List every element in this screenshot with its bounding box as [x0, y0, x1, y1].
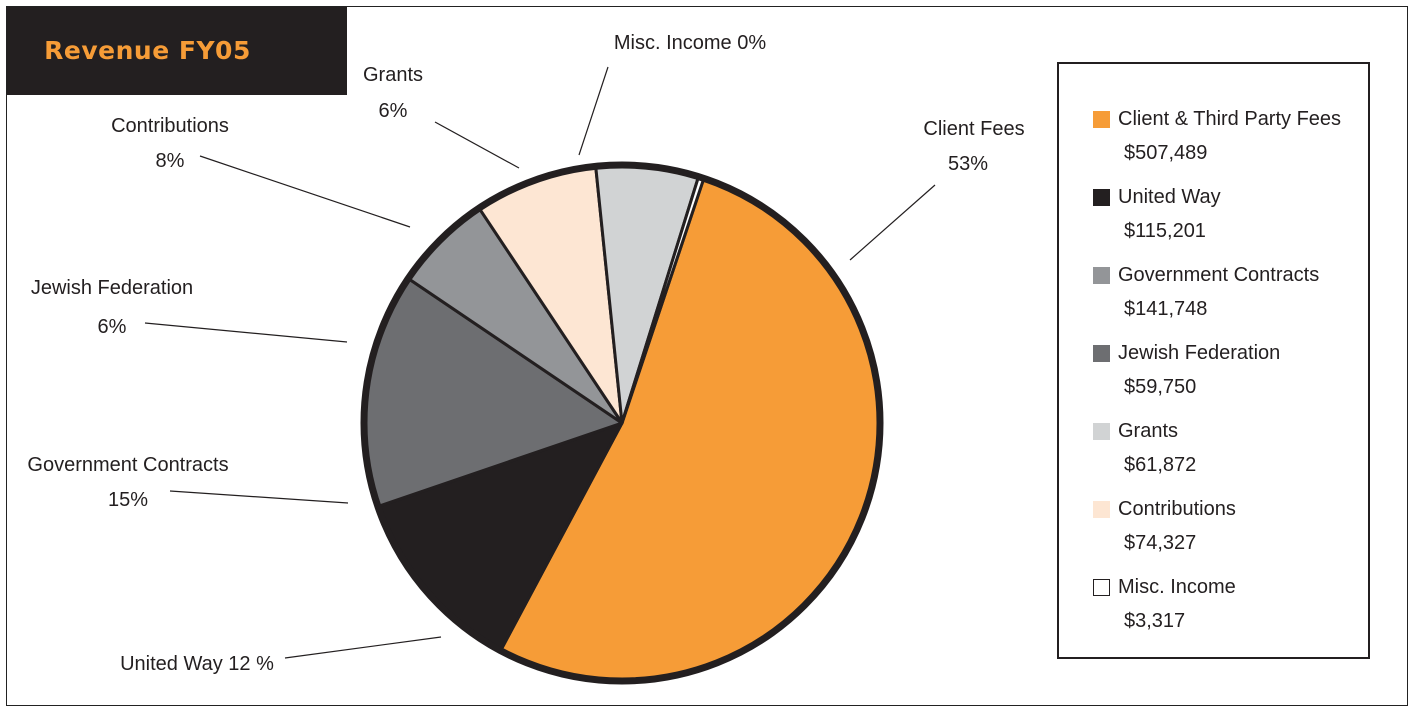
legend-value: $3,317 [1124, 610, 1186, 632]
legend-label: United Way [1118, 186, 1221, 208]
legend-label: Jewish Federation [1118, 342, 1281, 364]
legend-swatch [1093, 501, 1110, 518]
slice-label-percent: 6% [98, 316, 127, 338]
leader-lines [144, 66, 936, 659]
leader-line [578, 66, 609, 156]
slice-labels: Client Fees 53% United Way 12 % Government … [27, 32, 1024, 675]
legend-label: Client & Third Party Fees [1118, 108, 1342, 130]
legend-label: Government Contracts [1118, 264, 1320, 286]
leader-line [199, 155, 411, 228]
chart-title: Revenue FY05 [44, 36, 251, 65]
legend-swatch [1093, 579, 1110, 596]
legend: Client & Third Party Fees $507,489 Unite… [1057, 62, 1370, 659]
legend-swatch [1093, 423, 1110, 440]
legend-label: Misc. Income [1118, 576, 1236, 598]
legend-value: $59,750 [1124, 376, 1197, 398]
slice-label-name: Misc. Income 0% [614, 32, 766, 54]
slice-label-name: Contributions [111, 115, 229, 137]
pie-slices [360, 161, 884, 685]
leader-line [434, 121, 520, 169]
slice-label-percent: 53% [948, 153, 988, 175]
leader-line [169, 490, 349, 504]
legend-swatch [1093, 111, 1110, 128]
leader-line [849, 184, 936, 261]
leader-line [284, 636, 442, 659]
legend-value: $115,201 [1124, 220, 1206, 242]
leader-line [144, 322, 348, 343]
slice-label-percent: 15% [108, 489, 148, 511]
slice-label-percent: 8% [156, 150, 185, 172]
legend-value: $507,489 [1124, 142, 1208, 164]
legend-swatch [1093, 189, 1110, 206]
pie-outline [360, 161, 884, 685]
slice-label-percent: 6% [379, 100, 408, 122]
legend-label: Grants [1118, 420, 1179, 442]
title-bar: Revenue FY05 [7, 7, 347, 95]
slice-label-name: Jewish Federation [31, 277, 193, 299]
slice-label-name: Grants [363, 64, 423, 86]
slice-label-name: United Way 12 % [120, 653, 274, 675]
legend-swatch [1093, 345, 1110, 362]
legend-value: $141,748 [1124, 298, 1208, 320]
legend-label: Contributions [1118, 498, 1236, 520]
legend-value: $74,327 [1124, 532, 1197, 554]
legend-value: $61,872 [1124, 454, 1197, 476]
legend-swatch [1093, 267, 1110, 284]
slice-label-name: Government Contracts [27, 454, 228, 476]
slice-label-name: Client Fees [923, 118, 1024, 140]
